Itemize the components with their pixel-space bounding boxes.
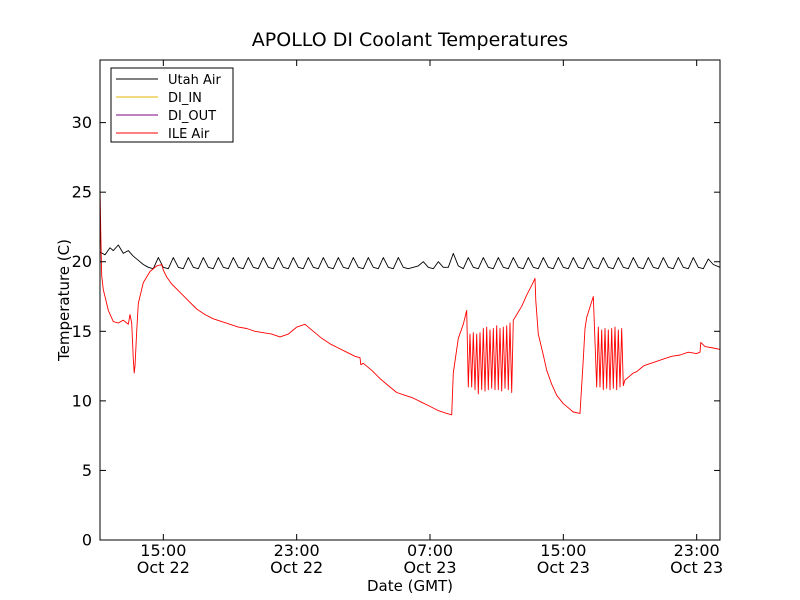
- y-tick-label: 0: [82, 531, 92, 550]
- x-tick-label-time: 23:00: [274, 541, 320, 560]
- x-tick-label-time: 15:00: [140, 541, 186, 560]
- plot-frame: [99, 59, 721, 541]
- legend-label: ILE Air: [168, 127, 210, 142]
- x-axis-label: Date (GMT): [367, 577, 453, 595]
- x-tick-label-time: 23:00: [674, 541, 720, 560]
- x-tick-label-time: 07:00: [407, 541, 453, 560]
- series-line-ile-air: [99, 185, 721, 416]
- y-tick-label: 15: [72, 322, 92, 341]
- series-layer: [99, 185, 721, 416]
- x-tick-label-date: Oct 22: [270, 558, 323, 577]
- legend-label: DI_OUT: [168, 109, 216, 124]
- legend-box: [110, 67, 234, 143]
- legend-label: DI_IN: [168, 91, 202, 106]
- legend-label: Utah Air: [168, 73, 221, 88]
- chart-title: APOLLO DI Coolant Temperatures: [252, 29, 568, 51]
- x-tick-label-date: Oct 23: [537, 558, 590, 577]
- legend: Utah Air DI_IN DI_OUT ILE Air: [110, 67, 234, 143]
- series-line-utah-air: [99, 244, 721, 270]
- x-tick-label-date: Oct 22: [137, 558, 190, 577]
- x-tick-label-time: 15:00: [540, 541, 586, 560]
- y-tick-label: 5: [82, 461, 92, 480]
- y-tick-label: 10: [72, 391, 92, 410]
- x-tick-label-date: Oct 23: [403, 558, 456, 577]
- y-axis: 0 5 10 15 20 25 30: [72, 113, 720, 550]
- y-tick-label: 20: [72, 252, 92, 271]
- y-tick-label: 30: [72, 113, 92, 132]
- y-tick-label: 25: [72, 183, 92, 202]
- y-axis-label: Temperature (C): [55, 239, 73, 362]
- x-tick-label-date: Oct 23: [670, 558, 723, 577]
